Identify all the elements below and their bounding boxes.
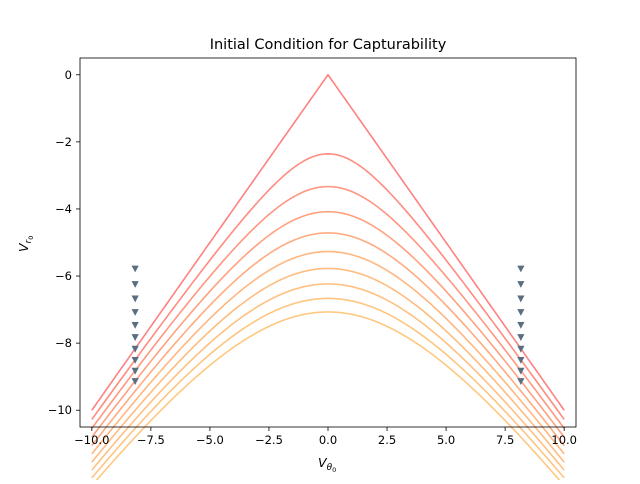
x-axis-label-sub: θ (327, 463, 333, 473)
marker-right-8 (517, 356, 525, 364)
curve-1 (91, 73, 565, 411)
y-tick-label: −10 (48, 403, 72, 417)
marker-right-2 (517, 281, 525, 288)
x-tick-label: 2.5 (378, 433, 396, 447)
y-axis-label-main: V (16, 242, 31, 252)
curve-9 (91, 297, 565, 479)
curve-8 (91, 283, 565, 471)
x-axis-label-main: V (318, 455, 328, 470)
marker-left-8 (131, 356, 139, 364)
x-axis-label-subsub: 0 (332, 466, 336, 474)
x-tick-label: 5.0 (437, 433, 455, 447)
marker-left-10 (131, 378, 139, 385)
marker-left-1 (131, 265, 139, 273)
y-ticks: 0 −2 −4 −6 −8 −10 (48, 68, 80, 417)
x-tick-label: −2.5 (255, 433, 283, 447)
marker-right-5 (517, 321, 525, 329)
marker-left-7 (131, 345, 139, 353)
marker-right-6 (517, 334, 525, 341)
x-tick-label: −10.0 (74, 433, 109, 447)
x-tick-label: −7.5 (137, 433, 165, 447)
marker-left-6 (131, 334, 139, 341)
curve-2 (91, 153, 565, 420)
y-tick-label: 0 (65, 68, 72, 82)
y-axis-label: Vr0 (16, 236, 35, 252)
y-axis-label-subsub: 0 (27, 236, 35, 240)
x-axis-label: Vθ0 (318, 455, 336, 474)
y-tick-label: −8 (55, 336, 72, 350)
marker-left-4 (131, 309, 139, 316)
marker-right-1 (517, 265, 525, 273)
x-tick-label: 0.0 (319, 433, 337, 447)
x-ticks: −10.0 −7.5 −5.0 −2.5 0.0 2.5 5.0 7.5 10.0 (74, 427, 577, 447)
curve-5 (91, 232, 565, 447)
marker-right-7 (517, 345, 525, 353)
y-axis-label-sub: r (24, 238, 34, 243)
curve-6 (91, 250, 565, 455)
marker-left-5 (131, 321, 139, 329)
marker-left-2 (131, 281, 139, 288)
curve-3 (91, 185, 565, 429)
curve-7 (91, 267, 565, 463)
y-tick-label: −4 (55, 202, 72, 216)
curve-4 (91, 210, 565, 438)
plot-background (80, 58, 576, 427)
marker-left-3 (131, 295, 139, 303)
marker-left-9 (131, 367, 139, 375)
y-tick-label: −6 (55, 269, 72, 283)
curve-10 (92, 311, 564, 484)
marker-right-10 (517, 378, 525, 385)
x-tick-label: 7.5 (496, 433, 514, 447)
marker-right-9 (517, 367, 525, 375)
markers (131, 265, 525, 385)
marker-right-4 (517, 309, 525, 316)
x-tick-label: 10.0 (551, 433, 577, 447)
y-tick-label: −2 (55, 135, 72, 149)
curves (91, 73, 565, 484)
x-tick-label: −5.0 (196, 433, 224, 447)
marker-right-3 (517, 295, 525, 303)
chart-title: Initial Condition for Capturability (210, 37, 447, 53)
